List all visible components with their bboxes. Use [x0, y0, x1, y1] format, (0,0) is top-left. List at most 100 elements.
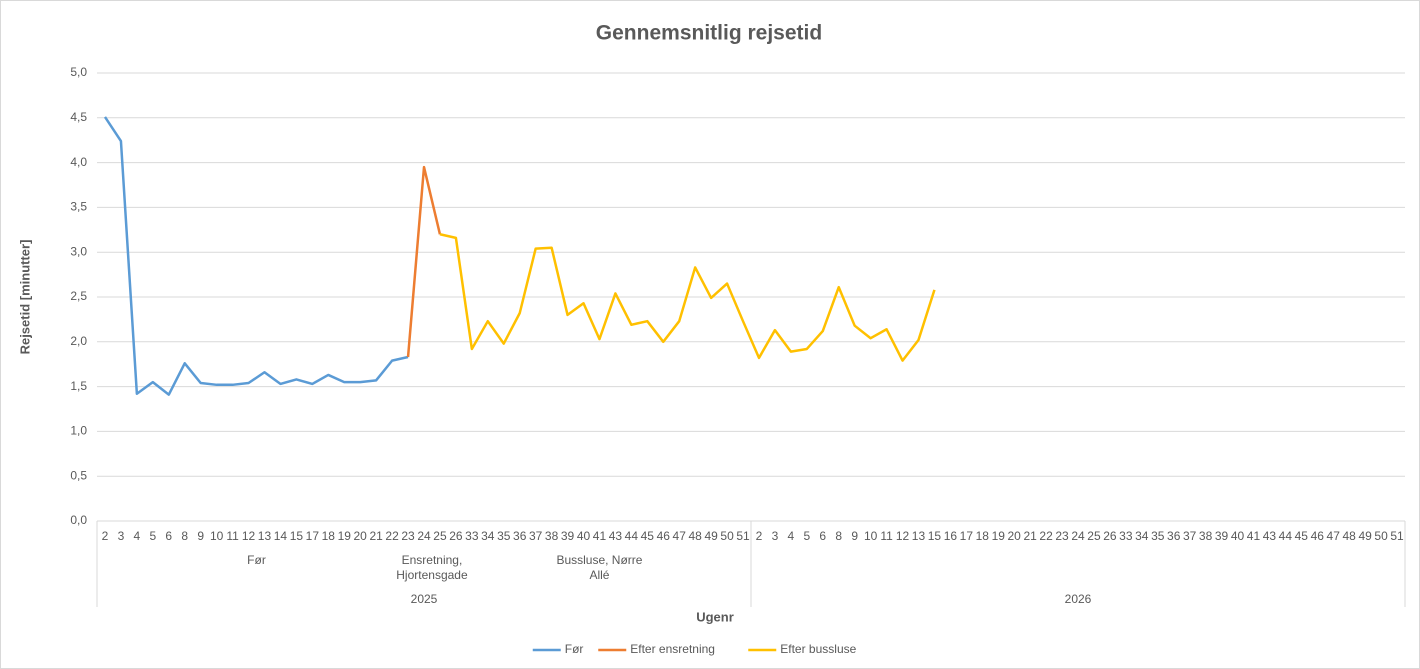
x-tick-label: 16 [944, 529, 958, 543]
x-tick-label: 33 [1119, 529, 1133, 543]
x-tick-label: 45 [641, 529, 655, 543]
x-tick-label: 8 [181, 529, 188, 543]
chart-title: Gennemsnitlig rejsetid [596, 22, 822, 45]
x-tick-label: 49 [704, 529, 718, 543]
x-tick-label: 17 [306, 529, 320, 543]
year-label: 2026 [1065, 592, 1092, 606]
x-tick-label: 38 [1199, 529, 1213, 543]
x-tick-label: 9 [851, 529, 858, 543]
x-tick-label: 15 [290, 529, 304, 543]
x-tick-label: 50 [720, 529, 734, 543]
x-tick-label: 21 [369, 529, 383, 543]
series-line [103, 116, 409, 396]
x-tick-label: 36 [513, 529, 527, 543]
legend-label: Efter bussluse [780, 642, 856, 656]
x-tick-label: 24 [1071, 529, 1085, 543]
x-tick-label: 18 [322, 529, 336, 543]
x-tick-label: 9 [197, 529, 204, 543]
x-tick-label: 22 [385, 529, 399, 543]
x-tick-label: 25 [1087, 529, 1101, 543]
y-tick-label: 0,5 [70, 468, 87, 482]
legend-label: Efter ensretning [630, 642, 715, 656]
x-tick-label: 49 [1358, 529, 1372, 543]
x-tick-label: 34 [1135, 529, 1149, 543]
x-tick-label: 44 [625, 529, 639, 543]
group-label: Bussluse, Nørre Allé [556, 553, 643, 582]
x-tick-label: 38 [545, 529, 559, 543]
x-tick-label: 20 [1008, 529, 1022, 543]
y-tick-label: 1,0 [70, 424, 87, 438]
x-tick-label: 3 [772, 529, 779, 543]
x-tick-label: 39 [561, 529, 575, 543]
x-tick-label: 46 [1311, 529, 1325, 543]
x-tick-label: 41 [593, 529, 607, 543]
y-tick-label: 3,5 [70, 200, 87, 214]
x-tick-label: 47 [1327, 529, 1341, 543]
x-tick-label: 19 [992, 529, 1006, 543]
x-tick-label: 24 [417, 529, 431, 543]
series-line [406, 165, 442, 358]
x-tick-label: 39 [1215, 529, 1229, 543]
y-tick-label: 0,0 [70, 513, 87, 527]
x-tick-label: 20 [354, 529, 368, 543]
x-tick-label: 21 [1023, 529, 1037, 543]
x-tick-label: 22 [1039, 529, 1053, 543]
x-tick-label: 17 [960, 529, 974, 543]
x-tick-label: 26 [1103, 529, 1117, 543]
x-tick-label: 23 [1055, 529, 1069, 543]
x-tick-label: 26 [449, 529, 463, 543]
x-tick-label: 25 [433, 529, 447, 543]
x-tick-label: 47 [673, 529, 687, 543]
y-tick-label: 4,5 [70, 110, 87, 124]
year-label: 2025 [411, 592, 438, 606]
x-tick-label: 50 [1374, 529, 1388, 543]
x-tick-label: 2 [102, 529, 109, 543]
x-tick-label: 4 [788, 529, 795, 543]
x-tick-label: 6 [819, 529, 826, 543]
x-tick-label: 41 [1247, 529, 1261, 543]
x-tick-label: 11 [226, 529, 239, 543]
x-tick-label: 44 [1279, 529, 1293, 543]
x-tick-label: 19 [338, 529, 352, 543]
x-tick-label: 45 [1295, 529, 1309, 543]
x-tick-label: 40 [577, 529, 591, 543]
x-tick-label: 43 [1263, 529, 1277, 543]
x-tick-label: 18 [976, 529, 990, 543]
x-tick-label: 10 [210, 529, 224, 543]
x-tick-label: 23 [401, 529, 415, 543]
x-tick-label: 11 [880, 529, 893, 543]
x-tick-label: 13 [912, 529, 926, 543]
x-tick-label: 5 [149, 529, 156, 543]
x-tick-label: 12 [896, 529, 910, 543]
y-tick-label: 2,5 [70, 289, 87, 303]
x-tick-label: 48 [688, 529, 702, 543]
group-label: Ensretning, Hjortensgade [396, 553, 468, 582]
series-line [439, 233, 936, 362]
y-axis-title: Rejsetid [minutter] [17, 240, 32, 355]
x-tick-label: 51 [736, 529, 750, 543]
y-tick-label: 3,0 [70, 244, 87, 258]
x-tick-label: 51 [1390, 529, 1404, 543]
group-label: Før [247, 553, 266, 567]
legend-label: Før [565, 642, 584, 656]
x-tick-label: 14 [274, 529, 288, 543]
x-tick-label: 37 [1183, 529, 1197, 543]
x-tick-label: 35 [497, 529, 511, 543]
x-tick-label: 10 [864, 529, 878, 543]
x-tick-label: 33 [465, 529, 479, 543]
y-tick-label: 4,0 [70, 155, 87, 169]
x-tick-label: 35 [1151, 529, 1165, 543]
y-tick-label: 1,5 [70, 379, 87, 393]
x-tick-label: 43 [609, 529, 623, 543]
x-tick-label: 4 [134, 529, 141, 543]
x-tick-label: 46 [657, 529, 671, 543]
x-tick-label: 13 [258, 529, 272, 543]
x-tick-label: 40 [1231, 529, 1245, 543]
x-axis-title: Ugenr [696, 609, 734, 624]
x-tick-label: 36 [1167, 529, 1181, 543]
x-tick-label: 12 [242, 529, 256, 543]
x-tick-label: 3 [118, 529, 125, 543]
x-tick-label: 37 [529, 529, 543, 543]
